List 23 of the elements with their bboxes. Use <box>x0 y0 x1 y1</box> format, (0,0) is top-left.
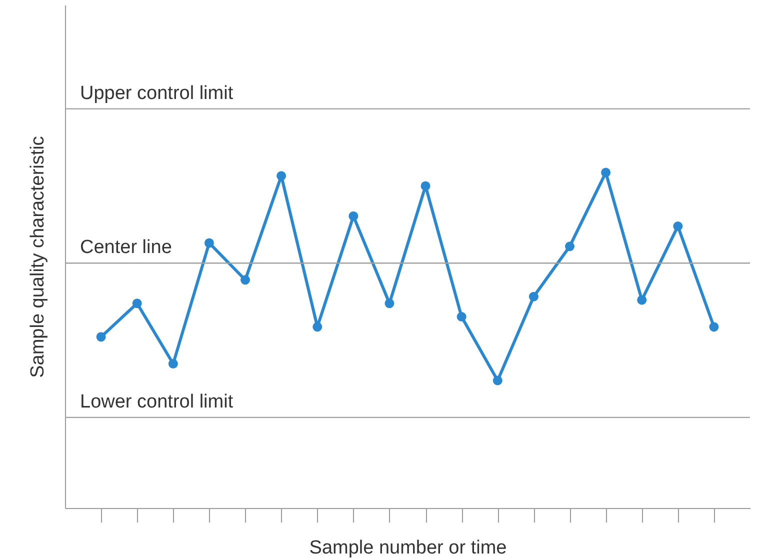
point <box>240 275 250 285</box>
point <box>312 322 322 332</box>
point <box>132 298 142 308</box>
x-axis-title: Sample number or time <box>309 538 507 558</box>
point <box>96 332 106 342</box>
point <box>420 181 430 191</box>
point <box>276 171 286 181</box>
point <box>564 242 574 252</box>
ref-line-label: Lower control limit <box>80 391 234 412</box>
ref-line-label: Upper control limit <box>80 82 234 104</box>
point <box>384 298 394 308</box>
point <box>601 168 611 178</box>
point <box>709 322 719 332</box>
point <box>168 359 178 368</box>
point <box>348 211 358 221</box>
point <box>204 238 214 248</box>
point <box>492 376 502 386</box>
point <box>637 295 647 305</box>
ref-line-label: Center line <box>80 237 172 258</box>
y-axis-title: Sample quality characteristic <box>28 136 48 378</box>
point <box>673 221 683 231</box>
point <box>456 312 466 322</box>
point <box>528 292 538 302</box>
